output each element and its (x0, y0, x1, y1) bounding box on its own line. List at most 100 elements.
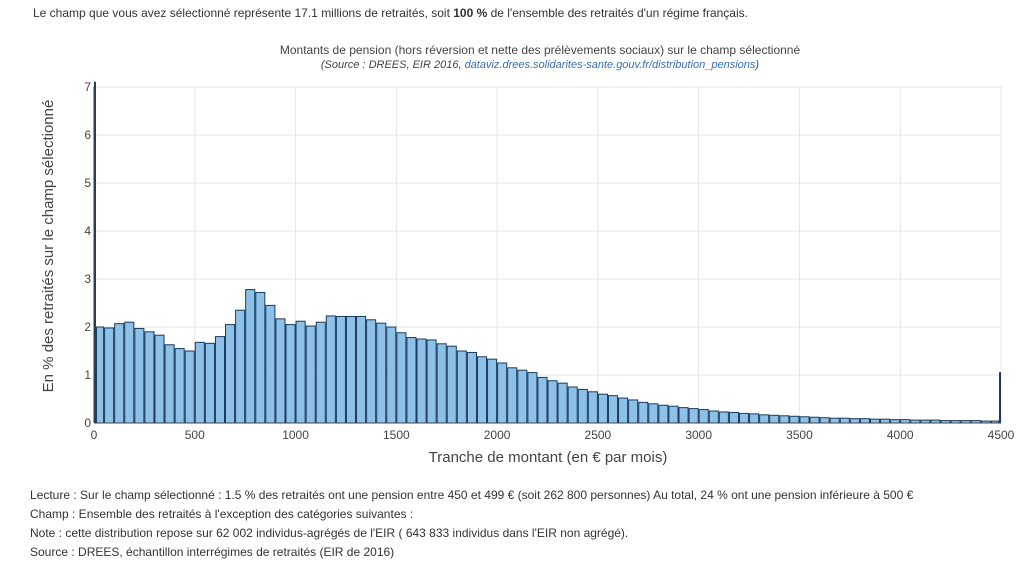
bar (849, 418, 860, 424)
bar (124, 321, 135, 424)
intro-highlight: 100 % (453, 6, 488, 20)
bar (204, 342, 215, 424)
bar (537, 376, 548, 424)
bar (456, 350, 467, 424)
y-tick-label: 5 (84, 176, 91, 190)
note-lecture: Lecture : Sur le champ sélectionné : 1.5… (30, 488, 914, 502)
bar (476, 356, 488, 424)
intro-prefix: Le champ que vous avez sélectionné repré… (33, 6, 454, 20)
x-tick-label: 4500 (988, 428, 1015, 442)
y-tick-label: 1 (84, 368, 91, 382)
x-tick-label: 3500 (786, 428, 813, 442)
bar (738, 412, 750, 424)
note-champ: Champ : Ensemble des retraités à l'excep… (30, 507, 414, 521)
y-tick-label: 7 (84, 80, 91, 94)
x-axis-label: Tranche de montant (en € par mois) (429, 449, 668, 466)
bar (507, 367, 518, 424)
bar (859, 418, 870, 424)
x-tick-label: 2000 (484, 428, 511, 442)
bar (104, 327, 115, 424)
intro-suffix: de l'ensemble des retraités d'un régime … (487, 6, 748, 20)
y-axis-label: En % des retraités sur le champ sélectio… (40, 100, 57, 393)
bar (557, 382, 568, 424)
bar (819, 417, 830, 424)
x-tick-label: 2500 (585, 428, 612, 442)
bar (779, 415, 790, 424)
bar (96, 326, 105, 424)
bar (497, 362, 508, 424)
bar (658, 404, 669, 424)
bar (829, 417, 840, 424)
bar (225, 324, 236, 424)
source-link[interactable]: dataviz.drees.solidarites-sante.gouv.fr/… (464, 59, 756, 71)
bar (628, 399, 639, 424)
histogram-chart: 0 500 1000 1500 2000 2500 3000 3500 4000 4500 0 1 2… (40, 80, 1015, 466)
bar (900, 419, 911, 424)
x-tick-labels: 0 500 1000 1500 2000 2500 3000 3500 4000 4500 (91, 428, 1015, 442)
note-note: Note : cette distribution repose sur 62 … (30, 526, 629, 540)
x-tick-label: 1500 (383, 428, 410, 442)
bar (759, 414, 770, 424)
bar (487, 358, 498, 424)
bar (94, 81, 97, 424)
bar (789, 415, 800, 424)
x-tick-label: 4000 (887, 428, 914, 442)
bar (547, 380, 558, 424)
bar (688, 408, 699, 424)
chart-title: Montants de pension (hors réversion et n… (279, 43, 801, 57)
axes (93, 87, 1001, 424)
bar (416, 338, 427, 424)
bar (285, 324, 296, 424)
bar (607, 395, 619, 424)
bar (446, 345, 457, 424)
bar (164, 344, 175, 424)
bar (174, 348, 185, 424)
bar (869, 418, 881, 424)
x-tick-label: 0 (91, 428, 98, 442)
source-prefix: (Source : DREES, EIR 2016, (320, 59, 465, 71)
x-tick-label: 3000 (685, 428, 712, 442)
bar (527, 372, 538, 424)
bar (345, 315, 357, 424)
bar (698, 409, 709, 424)
bar (315, 321, 326, 424)
bar (839, 417, 850, 424)
bar (880, 418, 891, 424)
chart-source: (Source : DREES, EIR 2016, dataviz.drees… (140, 59, 940, 71)
source-suffix: ) (755, 59, 760, 71)
bar (890, 419, 901, 424)
bar (436, 343, 447, 424)
bar (154, 334, 165, 424)
bar (335, 315, 346, 424)
bar (376, 322, 387, 424)
y-tick-labels: 0 1 2 3 4 5 6 7 (84, 80, 91, 430)
bar (356, 315, 367, 424)
bar (728, 411, 739, 424)
bar (134, 327, 145, 424)
x-tick-label: 1000 (282, 428, 309, 442)
intro-text: Le champ que vous avez sélectionné repré… (33, 6, 748, 20)
bar (567, 386, 578, 424)
y-tick-label: 0 (84, 416, 91, 430)
bar (769, 414, 780, 424)
bar (678, 407, 689, 424)
bar (638, 401, 649, 424)
bar (366, 319, 377, 424)
bar (275, 318, 286, 424)
bar (194, 341, 205, 424)
bar (245, 289, 256, 424)
bar (325, 315, 336, 424)
note-source: Source : DREES, échantillon interrégimes… (30, 545, 395, 559)
bar (114, 323, 125, 424)
y-tick-label: 4 (84, 224, 91, 238)
x-tick-label: 500 (185, 428, 205, 442)
bar (144, 331, 155, 424)
y-tick-label: 2 (84, 320, 91, 334)
bar (998, 372, 1001, 424)
bar (597, 393, 608, 424)
y-tick-label: 6 (84, 128, 91, 142)
bars (94, 81, 1001, 424)
bar (265, 304, 276, 424)
bar (668, 405, 679, 424)
bar (517, 369, 528, 424)
